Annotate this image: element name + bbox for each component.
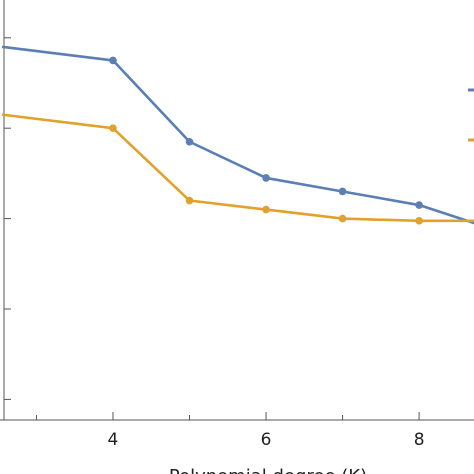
series-2-point-3 xyxy=(262,205,270,214)
series-1-point-2 xyxy=(185,137,194,146)
legend xyxy=(468,88,474,142)
y-axis xyxy=(3,0,11,420)
series-1-line xyxy=(1,45,474,225)
x-tick-label-6: 6 xyxy=(261,430,272,450)
series-2-line xyxy=(1,113,474,223)
series-2-point-4 xyxy=(338,214,347,223)
series-1-point-4 xyxy=(338,187,347,196)
x-axis-label: Polynomial degree (K) xyxy=(169,466,367,474)
series-1-point-3 xyxy=(262,174,270,182)
x-tick-label-4: 4 xyxy=(108,430,119,450)
series-2-point-5 xyxy=(415,217,423,225)
series-1 xyxy=(1,45,474,225)
series-2-point-1 xyxy=(109,124,117,132)
x-axis: 4 6 8 xyxy=(0,412,474,450)
x-tick-label-8: 8 xyxy=(414,430,425,450)
series-layer xyxy=(1,45,474,225)
series-2 xyxy=(1,113,474,225)
series-1-point-1 xyxy=(109,56,117,65)
series-1-point-5 xyxy=(415,201,423,209)
series-2-point-2 xyxy=(185,196,194,205)
